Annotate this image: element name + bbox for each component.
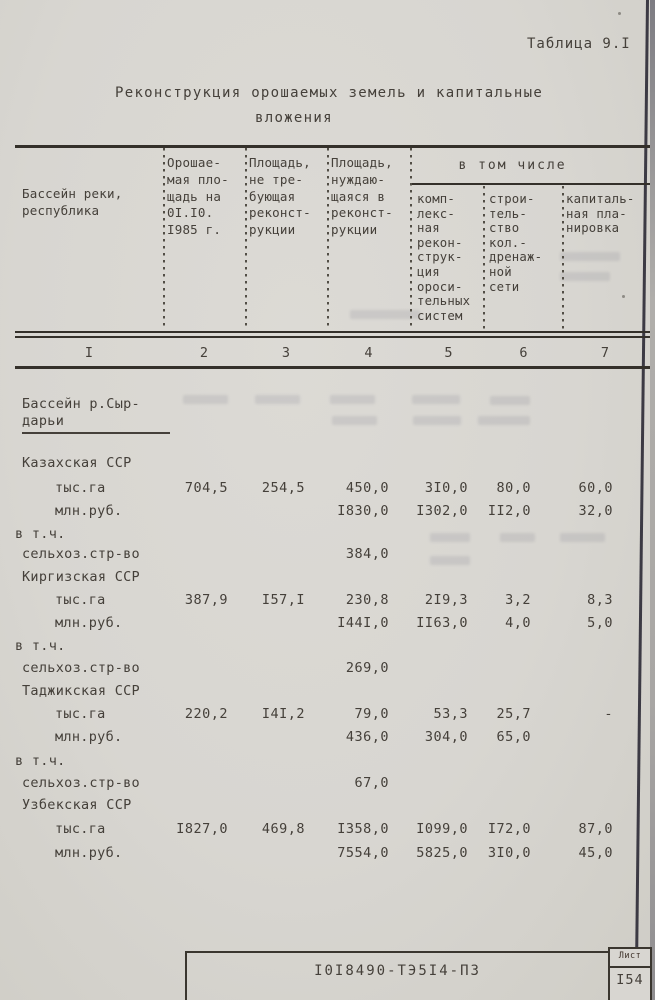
bleed-through-artifact xyxy=(490,396,530,405)
table-row: в т.ч. xyxy=(15,638,66,654)
sheet-label: Лист xyxy=(610,949,650,968)
sheet-number: I54 xyxy=(616,972,644,988)
table-row: млн.руб. I44I,0 II63,0 4,0 5,0 xyxy=(55,615,613,631)
group-header-rule xyxy=(410,183,650,185)
column-separator-dotted xyxy=(562,186,564,330)
header-complex-reconstruction: комп- лекс- ная рекон- струк- ция ороси-… xyxy=(417,192,471,323)
header-bottom-rule-1 xyxy=(15,331,650,333)
bleed-through-artifact xyxy=(350,310,420,319)
table-row: тыс.га 387,9 I57,I 230,8 2I9,3 3,2 8,3 xyxy=(55,592,613,608)
column-separator-dotted xyxy=(327,148,329,330)
bleed-through-artifact xyxy=(332,416,377,425)
header-basin-republic: Бассейн реки, республика xyxy=(22,186,123,218)
header-drainage-construction: строи- тель- ство кол.- дренаж- ной сети xyxy=(489,192,543,294)
bleed-through-artifact xyxy=(412,395,460,404)
bleed-through-artifact xyxy=(413,416,461,425)
table-row: тыс.га 220,2 I4I,2 79,0 53,3 25,7 - xyxy=(55,706,613,722)
table-row: тыс.га 704,5 254,5 450,0 3I0,0 80,0 60,0 xyxy=(55,480,613,496)
header-including-group: в том числе xyxy=(458,158,567,173)
page-title-line2: вложения xyxy=(255,110,333,126)
sheet-number-box: Лист I54 xyxy=(608,947,652,1000)
table-row: в т.ч. xyxy=(15,753,66,769)
section-heading-syrdarya-basin: Бассейн р.Сыр- дарьи xyxy=(22,396,170,434)
table-row: сельхоз.стр-во 384,0 xyxy=(22,546,389,562)
table-row: млн.руб. 7554,0 5825,0 3I0,0 45,0 xyxy=(55,845,613,861)
table-row: тыс.га I827,0 469,8 I358,0 I099,0 I72,0 … xyxy=(55,821,613,837)
table-row: сельхоз.стр-во 269,0 xyxy=(22,660,389,676)
bleed-through-artifact xyxy=(560,533,605,542)
table-top-rule xyxy=(15,145,650,148)
column-separator-dotted xyxy=(245,148,247,330)
bleed-through-artifact xyxy=(255,395,300,404)
numbers-bottom-rule xyxy=(15,366,650,369)
bleed-through-artifact xyxy=(500,533,535,542)
table-row: млн.руб. 436,0 304,0 65,0 xyxy=(55,729,531,745)
page-title-line1: Реконструкция орошаемых земель и капитал… xyxy=(115,85,544,101)
table-row: Казахская ССР xyxy=(22,455,132,471)
bleed-through-artifact xyxy=(560,272,610,281)
page-edge-shadow xyxy=(650,0,655,1000)
table-row: сельхоз.стр-во 67,0 xyxy=(22,775,389,791)
table-row: Киргизская ССР xyxy=(22,569,140,585)
bleed-through-artifact xyxy=(560,252,620,261)
header-bottom-rule-2 xyxy=(15,336,650,338)
table-row: млн.руб. I830,0 I302,0 II2,0 32,0 xyxy=(55,503,613,519)
header-irrigated-area: Орошае- мая пло- щадь на 0I.I0. I985 г. xyxy=(167,155,229,238)
scan-speck xyxy=(618,12,621,15)
header-area-requiring: Площадь, нуждаю- щаяся в реконст- рукции xyxy=(331,155,393,238)
document-code: I0I8490-ТЭ5I4-ПЗ xyxy=(314,963,481,979)
table-number-label: Таблица 9.I xyxy=(527,36,631,52)
table-row: Узбекская ССР xyxy=(22,797,132,813)
bleed-through-artifact xyxy=(330,395,375,404)
table-row: Таджикская ССР xyxy=(22,683,140,699)
bleed-through-artifact xyxy=(478,416,530,425)
column-separator-dotted xyxy=(483,186,485,330)
bleed-through-artifact xyxy=(430,556,470,565)
bleed-through-artifact xyxy=(430,533,470,542)
column-separator-dotted xyxy=(410,148,412,330)
column-numbers-row: I 2 3 4 5 6 7 xyxy=(84,345,610,361)
header-capital-leveling: капиталь- ная пла- нировка xyxy=(566,192,635,236)
header-area-not-requiring: Площадь, не тре- бующая реконст- рукции xyxy=(249,155,311,238)
table-row: в т.ч. xyxy=(15,526,66,542)
bleed-through-artifact xyxy=(183,395,228,404)
scan-speck xyxy=(622,295,625,298)
column-separator-dotted xyxy=(163,148,165,330)
